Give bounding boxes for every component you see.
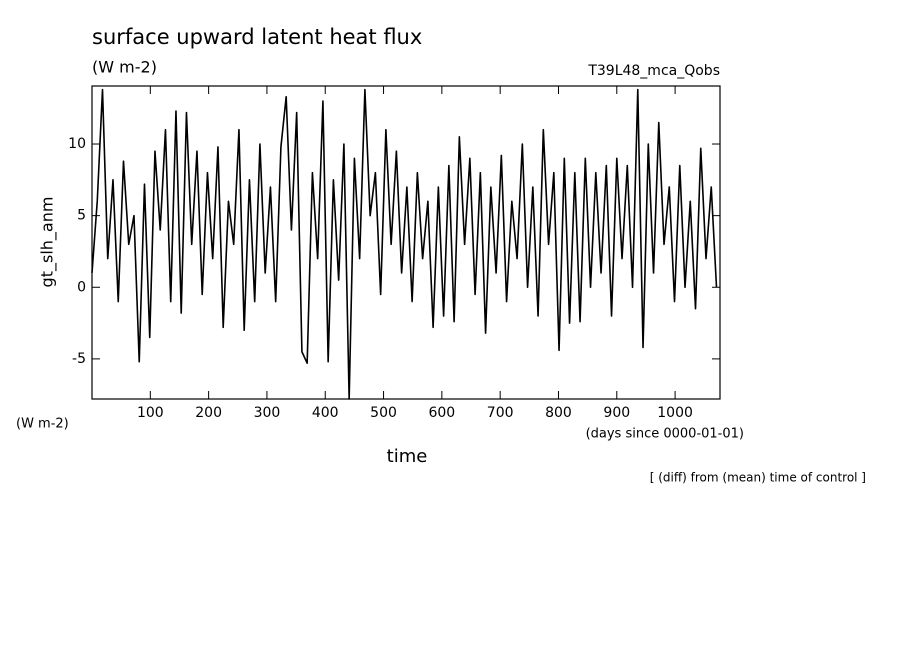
y-tick-label: 10 [68,136,86,152]
x-tick-label: 600 [428,405,455,421]
x-tick-label: 800 [545,405,572,421]
annotation: T39L48_mca_Qobs [587,63,720,79]
y-tick-label: 5 [77,208,86,224]
footnote: [ (diff) from (mean) time of control ] [650,471,866,485]
chart-subtitle: (W m-2) [92,58,157,77]
x-tick-label: 1000 [657,405,693,421]
x-tick-label: 400 [312,405,339,421]
plot-frame [91,85,721,400]
x-tick-label: 700 [487,405,514,421]
y-axis-label: gt_slh_anm [38,197,58,288]
x-unit: (days since 0000-01-01) [586,427,744,442]
x-tick-label: 200 [195,405,222,421]
x-axis-label: time [387,446,428,467]
y-tick-label: -5 [72,351,86,367]
x-tick-label: 500 [370,405,397,421]
y-unit: (W m-2) [16,417,69,432]
data-line [91,88,718,400]
x-tick-label: 100 [137,405,164,421]
chart-title: surface upward latent heat flux [92,25,422,49]
x-tick-label: 300 [254,405,281,421]
y-tick-label: 0 [77,279,86,295]
x-tick-label: 900 [603,405,630,421]
